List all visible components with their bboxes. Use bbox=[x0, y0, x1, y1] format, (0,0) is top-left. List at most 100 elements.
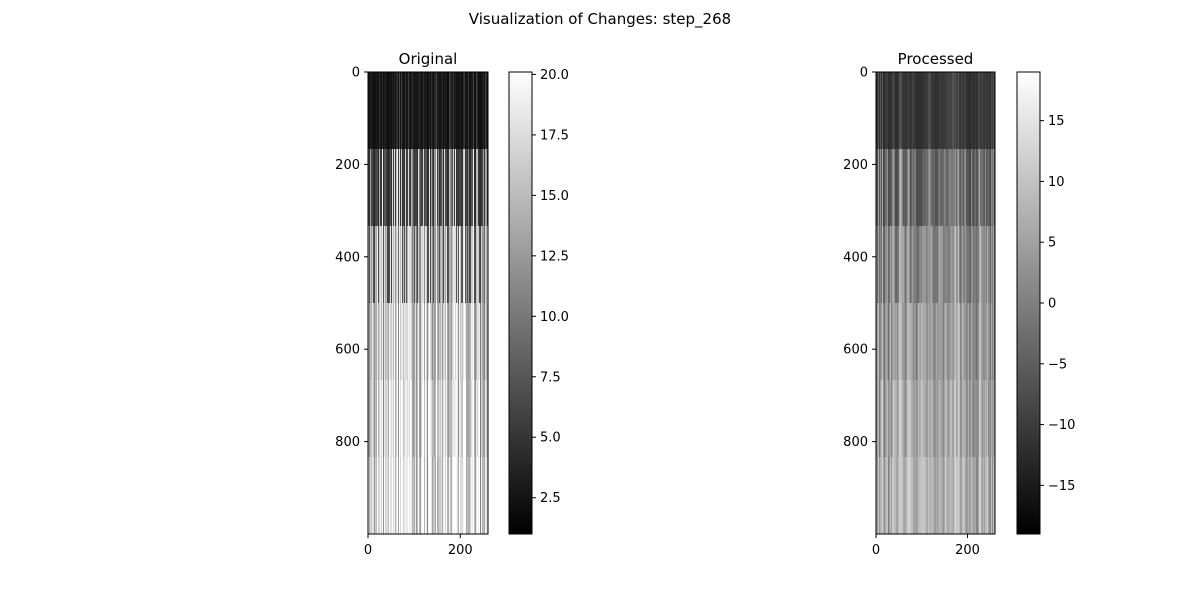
heatmap-cell bbox=[397, 149, 399, 227]
heatmap-cell bbox=[941, 457, 943, 535]
heatmap-cell bbox=[436, 149, 438, 227]
heatmap-cell bbox=[412, 457, 414, 535]
heatmap-cell bbox=[443, 380, 445, 458]
heatmap-cell bbox=[880, 72, 883, 150]
heatmap-cell bbox=[933, 226, 935, 304]
heatmap-cell bbox=[899, 72, 902, 150]
heatmap-cell bbox=[416, 226, 418, 304]
heatmap-cell bbox=[429, 457, 431, 535]
heatmap-cell bbox=[896, 303, 899, 381]
heatmap-cell bbox=[918, 149, 921, 227]
heatmap-cell bbox=[388, 226, 390, 304]
heatmap-cell bbox=[974, 72, 976, 150]
colorbar-tick-label: −15 bbox=[1048, 479, 1075, 494]
heatmap-cell bbox=[985, 457, 987, 535]
heatmap-cell bbox=[371, 457, 373, 535]
heatmap-column bbox=[907, 72, 910, 535]
heatmap-cell bbox=[393, 380, 395, 458]
heatmap-column bbox=[400, 72, 402, 535]
heatmap-cell bbox=[990, 149, 992, 227]
heatmap-column bbox=[909, 72, 912, 535]
heatmap-cell bbox=[926, 149, 928, 227]
colorbar bbox=[508, 71, 533, 535]
heatmap-cell bbox=[894, 457, 897, 535]
heatmap-cell bbox=[409, 72, 411, 150]
heatmap-cell bbox=[391, 303, 393, 381]
heatmap-cell bbox=[399, 149, 401, 227]
heatmap-cell bbox=[389, 457, 391, 535]
figure-title: Visualization of Changes: step_268 bbox=[469, 10, 731, 29]
heatmap-cell bbox=[946, 149, 948, 227]
heatmap-cell bbox=[957, 149, 959, 227]
heatmap-cell bbox=[909, 149, 912, 227]
heatmap-cell bbox=[453, 72, 455, 150]
heatmap-cell bbox=[472, 380, 474, 458]
heatmap-cell bbox=[410, 303, 412, 381]
heatmap-cell bbox=[912, 303, 915, 381]
heatmap-cell bbox=[878, 303, 881, 381]
heatmap-cell bbox=[991, 72, 993, 150]
heatmap-column bbox=[396, 72, 398, 535]
heatmap-cell bbox=[990, 457, 992, 535]
heatmap-cell bbox=[421, 226, 423, 304]
heatmap-cell bbox=[921, 380, 924, 458]
heatmap-cell bbox=[437, 457, 439, 535]
heatmap-cell bbox=[943, 72, 945, 150]
heatmap-cell bbox=[925, 226, 927, 304]
heatmap-cell bbox=[460, 72, 462, 150]
heatmap-cell bbox=[932, 303, 934, 381]
heatmap-cell bbox=[884, 457, 887, 535]
heatmap-cell bbox=[914, 380, 917, 458]
heatmap-cell bbox=[973, 149, 975, 227]
heatmap-cell bbox=[424, 303, 426, 381]
heatmap-cell bbox=[941, 226, 943, 304]
heatmap-cell bbox=[454, 226, 456, 304]
heatmap-cell bbox=[428, 149, 430, 227]
heatmap-cell bbox=[461, 457, 463, 535]
heatmap-cell bbox=[989, 303, 991, 381]
heatmap-cell bbox=[478, 457, 480, 535]
heatmap-cell bbox=[974, 380, 976, 458]
heatmap-column bbox=[395, 72, 397, 535]
heatmap-column bbox=[910, 72, 913, 535]
heatmap-cell bbox=[371, 149, 373, 227]
heatmap-cell bbox=[962, 380, 964, 458]
heatmap-cell bbox=[946, 457, 948, 535]
heatmap-column bbox=[476, 72, 478, 535]
heatmap-cell bbox=[882, 457, 885, 535]
heatmap-column bbox=[390, 72, 392, 535]
heatmap-cell bbox=[407, 226, 409, 304]
heatmap-cell bbox=[959, 380, 961, 458]
heatmap-cell bbox=[416, 149, 418, 227]
heatmap-cell bbox=[427, 457, 429, 535]
heatmap-column bbox=[420, 72, 422, 535]
heatmap-cell bbox=[976, 149, 978, 227]
heatmap-cell bbox=[927, 303, 929, 381]
heatmap-cell bbox=[949, 72, 951, 150]
heatmap-cell bbox=[400, 72, 402, 150]
heatmap-cell bbox=[389, 149, 391, 227]
heatmap-cell bbox=[908, 226, 911, 304]
heatmap-cell bbox=[965, 149, 967, 227]
heatmap-cell bbox=[984, 226, 986, 304]
heatmap-column bbox=[417, 72, 419, 535]
heatmap-cell bbox=[461, 149, 463, 227]
heatmap-cell bbox=[403, 226, 405, 304]
heatmap-cell bbox=[399, 457, 401, 535]
heatmap-cell bbox=[899, 226, 902, 304]
heatmap-cell bbox=[904, 226, 907, 304]
heatmap-cell bbox=[394, 72, 396, 150]
heatmap-column bbox=[953, 72, 955, 535]
heatmap-cell bbox=[448, 226, 450, 304]
heatmap-cell bbox=[936, 457, 938, 535]
heatmap-cell bbox=[923, 149, 925, 227]
heatmap-cell bbox=[453, 149, 455, 227]
heatmap-cell bbox=[404, 457, 406, 535]
heatmap-cell bbox=[467, 149, 469, 227]
heatmap-column bbox=[372, 72, 374, 535]
heatmap-cell bbox=[439, 72, 441, 150]
colorbar-tick-label: −10 bbox=[1048, 418, 1075, 433]
heatmap-cell bbox=[888, 72, 891, 150]
heatmap-cell bbox=[922, 380, 924, 458]
heatmap-cell bbox=[434, 457, 436, 535]
